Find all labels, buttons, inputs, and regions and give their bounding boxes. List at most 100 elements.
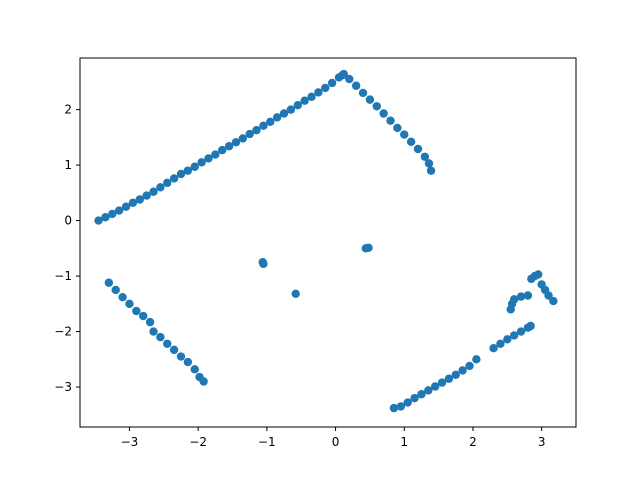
scatter-point bbox=[266, 117, 275, 127]
scatter-point bbox=[472, 355, 481, 364]
scatter-point bbox=[386, 116, 395, 125]
plot-points bbox=[94, 69, 558, 413]
scatter-point bbox=[176, 352, 186, 361]
scatter-point bbox=[345, 74, 354, 84]
scatter-point bbox=[327, 78, 337, 88]
scatter-point bbox=[104, 278, 114, 287]
scatter-point bbox=[163, 339, 172, 348]
scatter-point bbox=[516, 292, 526, 301]
x-tick-label: 2 bbox=[469, 435, 477, 449]
scatter-point bbox=[139, 311, 148, 321]
scatter-point bbox=[183, 166, 193, 175]
scatter-point bbox=[125, 299, 134, 309]
scatter-point bbox=[489, 344, 498, 353]
scatter-point bbox=[218, 145, 227, 155]
scatter-point bbox=[403, 398, 412, 407]
plot-frame bbox=[79, 57, 577, 428]
scatter-point bbox=[169, 345, 179, 355]
scatter-point bbox=[286, 105, 296, 114]
scatter-point bbox=[437, 378, 447, 387]
scatter-point bbox=[101, 213, 110, 222]
scatter-point bbox=[400, 130, 409, 139]
scatter-point bbox=[259, 259, 268, 269]
y-tick-label: 1 bbox=[64, 158, 72, 172]
y-axis: −3 −2 −1 0 1 2 bbox=[54, 103, 80, 394]
scatter-point bbox=[245, 129, 254, 139]
scatter-point bbox=[430, 382, 440, 391]
y-tick-label: −2 bbox=[54, 325, 72, 339]
scatter-point bbox=[145, 317, 155, 327]
scatter-point bbox=[204, 154, 213, 163]
scatter-point bbox=[114, 206, 124, 215]
scatter-point bbox=[272, 113, 282, 122]
scatter-point bbox=[365, 95, 375, 104]
scatter-point bbox=[135, 195, 144, 204]
scatter-point bbox=[300, 96, 309, 105]
scatter-point bbox=[121, 202, 131, 211]
x-tick-label: −1 bbox=[258, 435, 276, 449]
x-tick-label: 1 bbox=[400, 435, 408, 449]
scatter-point bbox=[211, 150, 220, 159]
scatter-point bbox=[279, 109, 289, 118]
scatter-point bbox=[231, 138, 241, 147]
scatter-point bbox=[128, 198, 138, 208]
scatter-point bbox=[424, 159, 434, 168]
x-tick-label: −3 bbox=[121, 435, 139, 449]
scatter-point bbox=[544, 291, 553, 300]
scatter-point bbox=[396, 402, 406, 411]
scatter-point bbox=[393, 123, 402, 133]
scatter-point bbox=[108, 209, 117, 219]
scatter-point bbox=[389, 403, 399, 413]
scatter-point bbox=[293, 100, 302, 110]
scatter-point bbox=[451, 370, 460, 380]
y-tick-label: 2 bbox=[64, 103, 72, 117]
scatter-point bbox=[379, 109, 388, 118]
scatter-point bbox=[444, 374, 454, 383]
scatter-point bbox=[339, 69, 348, 79]
scatter-point bbox=[307, 92, 316, 102]
scatter-point bbox=[410, 393, 419, 403]
scatter-point bbox=[509, 331, 519, 340]
scatter-point bbox=[509, 295, 519, 304]
scatter-point bbox=[156, 183, 165, 192]
scatter-point bbox=[190, 162, 199, 171]
scatter-point bbox=[496, 339, 505, 348]
scatter-point bbox=[183, 357, 193, 367]
x-tick-label: 3 bbox=[538, 435, 546, 449]
scatter-point bbox=[132, 306, 141, 316]
scatter-point bbox=[156, 332, 165, 342]
scatter-point bbox=[549, 296, 558, 306]
scatter-point bbox=[94, 216, 103, 225]
scatter-point bbox=[523, 291, 533, 300]
scatter-point bbox=[417, 390, 426, 399]
scatter-point bbox=[465, 361, 474, 371]
x-axis: −3 −2 −1 0 1 2 3 bbox=[121, 427, 546, 449]
y-tick-label: −3 bbox=[54, 380, 72, 394]
scatter-point bbox=[169, 174, 179, 183]
scatter-point bbox=[372, 102, 381, 111]
scatter-point bbox=[458, 366, 467, 375]
scatter-point bbox=[238, 134, 248, 143]
scatter-point bbox=[199, 377, 208, 386]
scatter-point bbox=[351, 81, 361, 90]
scatter-point bbox=[259, 121, 268, 130]
scatter-point bbox=[224, 142, 234, 151]
scatter-point bbox=[291, 289, 300, 299]
scatter-point bbox=[516, 327, 526, 336]
scatter-point bbox=[190, 365, 199, 374]
x-tick-label: 0 bbox=[332, 435, 340, 449]
scatter-point bbox=[534, 270, 543, 279]
scatter-point bbox=[420, 152, 430, 161]
scatter-point bbox=[358, 88, 368, 98]
scatter-point bbox=[111, 285, 120, 295]
y-tick-label: −1 bbox=[54, 269, 72, 283]
y-tick-label: 0 bbox=[64, 214, 72, 228]
scatter-point bbox=[314, 88, 323, 97]
scatter-point bbox=[424, 386, 433, 395]
scatter-point bbox=[149, 187, 158, 196]
scatter-point bbox=[163, 178, 172, 188]
scatter-point bbox=[176, 169, 186, 179]
scatter-point bbox=[197, 158, 206, 167]
